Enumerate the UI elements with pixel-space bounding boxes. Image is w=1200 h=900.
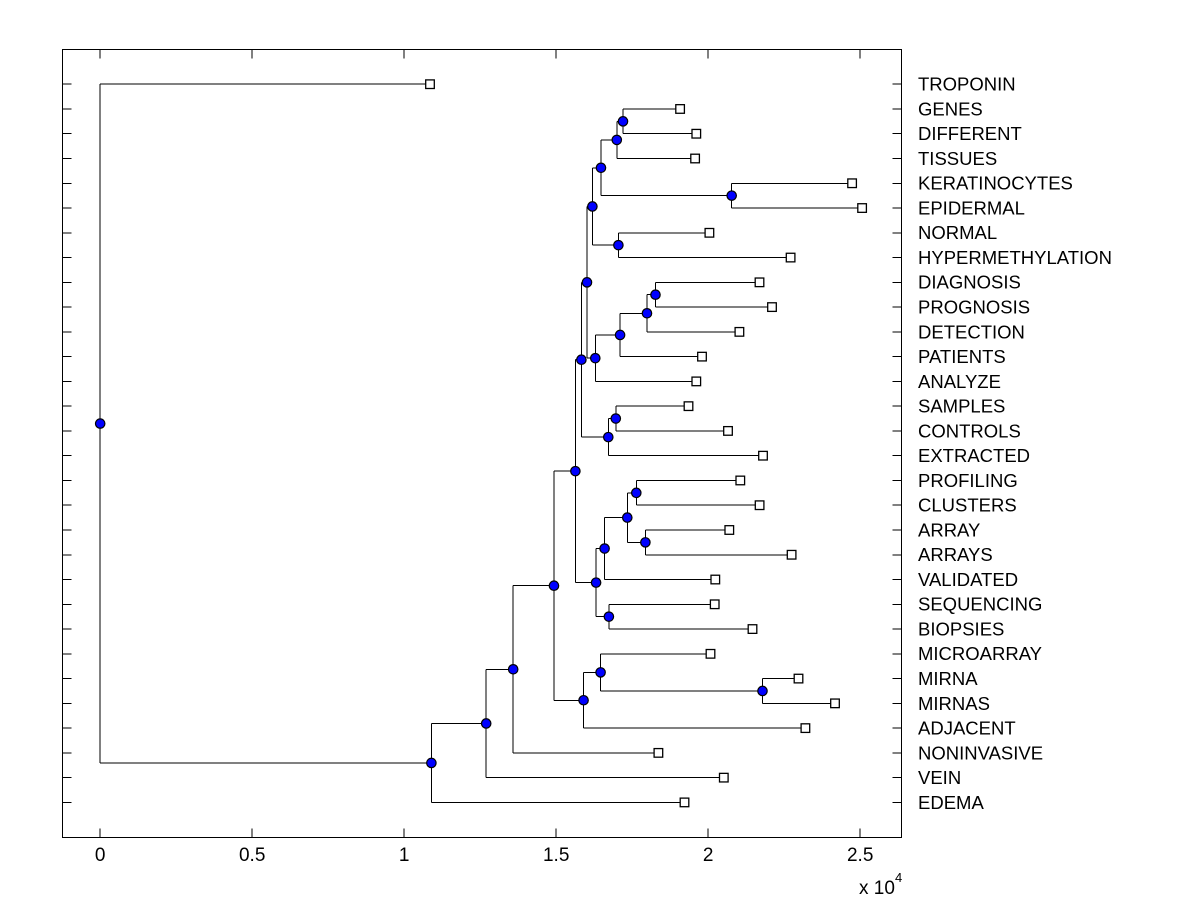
svg-text:VEIN: VEIN [918, 767, 961, 788]
svg-text:MIRNAS: MIRNAS [918, 693, 990, 714]
svg-text:1.5: 1.5 [543, 845, 569, 866]
svg-text:MICROARRAY: MICROARRAY [918, 643, 1042, 664]
svg-text:GENES: GENES [918, 98, 983, 119]
svg-text:SEQUENCING: SEQUENCING [918, 594, 1042, 615]
svg-text:2: 2 [703, 845, 714, 866]
svg-text:EXTRACTED: EXTRACTED [918, 445, 1030, 466]
svg-text:EPIDERMAL: EPIDERMAL [918, 197, 1025, 218]
svg-text:EDEMA: EDEMA [918, 792, 984, 813]
svg-text:0.5: 0.5 [239, 845, 265, 866]
svg-text:0: 0 [95, 845, 106, 866]
svg-text:PATIENTS: PATIENTS [918, 346, 1006, 367]
svg-text:4: 4 [895, 870, 902, 885]
svg-text:TISSUES: TISSUES [918, 148, 997, 169]
svg-text:CONTROLS: CONTROLS [918, 420, 1021, 441]
svg-text:HYPERMETHYLATION: HYPERMETHYLATION [918, 247, 1112, 268]
svg-text:VALIDATED: VALIDATED [918, 569, 1018, 590]
svg-text:TROPONIN: TROPONIN [918, 74, 1016, 95]
svg-text:SAMPLES: SAMPLES [918, 396, 1005, 417]
svg-text:NONINVASIVE: NONINVASIVE [918, 742, 1043, 763]
svg-text:ANALYZE: ANALYZE [918, 371, 1001, 392]
svg-text:x 10: x 10 [859, 878, 895, 899]
svg-text:CLUSTERS: CLUSTERS [918, 495, 1017, 516]
svg-text:1: 1 [399, 845, 410, 866]
svg-text:DETECTION: DETECTION [918, 321, 1025, 342]
svg-text:ARRAYS: ARRAYS [918, 544, 993, 565]
svg-text:2.5: 2.5 [847, 845, 873, 866]
svg-text:ARRAY: ARRAY [918, 519, 980, 540]
svg-text:PROGNOSIS: PROGNOSIS [918, 296, 1030, 317]
svg-text:MIRNA: MIRNA [918, 668, 978, 689]
svg-text:KERATINOCYTES: KERATINOCYTES [918, 173, 1073, 194]
svg-text:DIFFERENT: DIFFERENT [918, 123, 1022, 144]
svg-text:NORMAL: NORMAL [918, 222, 997, 243]
svg-text:PROFILING: PROFILING [918, 470, 1018, 491]
svg-text:ADJACENT: ADJACENT [918, 718, 1016, 739]
svg-text:DIAGNOSIS: DIAGNOSIS [918, 272, 1021, 293]
svg-text:BIOPSIES: BIOPSIES [918, 618, 1004, 639]
